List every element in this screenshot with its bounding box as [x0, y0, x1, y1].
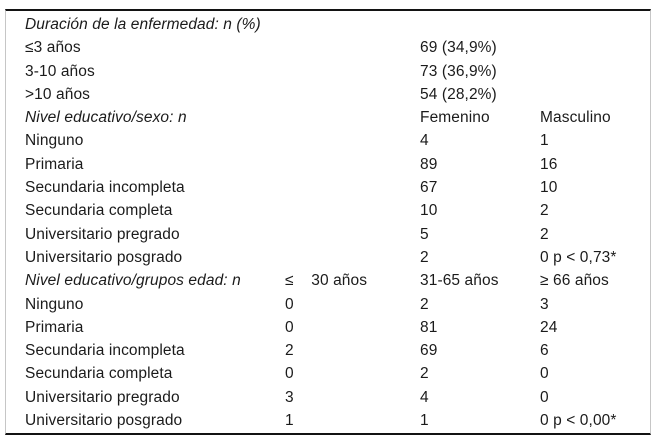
table-row: Universitario pregrado 3 4 0 — [6, 386, 650, 409]
value-cell: 24 — [540, 318, 558, 336]
value-cell: 10 — [420, 202, 438, 220]
value-cell: 69 — [420, 342, 438, 360]
row-label: Universitario posgrado — [25, 248, 183, 266]
value-cell: 10 — [540, 179, 558, 197]
value-cell: 2 — [420, 248, 429, 266]
value-cell: 69 (34,9%) — [420, 39, 497, 57]
value-cell: 1 — [540, 132, 549, 150]
table-row: Secundaria completa 0 2 0 — [6, 362, 650, 385]
value-cell: 0 — [540, 388, 549, 406]
section-header-row: Nivel educativo/grupos edad: n ≤ 30 años… — [6, 269, 650, 292]
table-row: Ninguno 0 2 3 — [6, 293, 650, 316]
section-header-row: Duración de la enfermedad: n (%) — [6, 13, 650, 36]
value-cell: 0 — [285, 365, 294, 383]
section-title: Duración de la enfermedad: n (%) — [25, 16, 261, 33]
table-row: Primaria 0 81 24 — [6, 316, 650, 339]
row-label: Universitario posgrado — [25, 412, 183, 430]
column-header: ≤ 30 años — [285, 272, 368, 290]
value-cell: 54 (28,2%) — [420, 85, 497, 103]
value-cell: 73 (36,9%) — [420, 62, 497, 80]
value-cell: 0 p < 0,73* — [540, 248, 617, 266]
column-header: 31-65 años — [420, 272, 499, 290]
table-row: >10 años 54 (28,2%) — [6, 83, 650, 106]
value-cell: 81 — [420, 318, 438, 336]
value-cell: 16 — [540, 155, 558, 173]
section-header-row: Nivel educativo/sexo: n Femenino Masculi… — [6, 106, 650, 129]
row-label: 3-10 años — [25, 62, 95, 80]
value-cell: 89 — [420, 155, 438, 173]
table-row: 3-10 años 73 (36,9%) — [6, 60, 650, 83]
value-cell: 0 — [285, 295, 294, 313]
table-row: Universitario pregrado 5 2 — [6, 223, 650, 246]
table-row: ≤3 años 69 (34,9%) — [6, 36, 650, 59]
value-cell: 67 — [420, 179, 438, 197]
row-label: Primaria — [25, 155, 84, 173]
statistics-table: Duración de la enfermedad: n (%) ≤3 años… — [5, 9, 651, 436]
table-row: Ninguno 4 1 — [6, 129, 650, 152]
row-label: Universitario pregrado — [25, 388, 180, 406]
value-cell: 5 — [420, 225, 429, 243]
row-label: Primaria — [25, 318, 84, 336]
table-row: Primaria 89 16 — [6, 153, 650, 176]
table-row: Secundaria incompleta 67 10 — [6, 176, 650, 199]
column-header: ≥ 66 años — [540, 272, 609, 290]
row-label: Secundaria completa — [25, 202, 173, 220]
value-cell: 2 — [420, 295, 429, 313]
value-cell: 3 — [285, 388, 294, 406]
value-cell: 2 — [540, 202, 549, 220]
row-label: Universitario pregrado — [25, 225, 180, 243]
value-cell: 0 p < 0,00* — [540, 412, 617, 430]
value-cell: 4 — [420, 388, 429, 406]
row-label: Secundaria incompleta — [25, 342, 185, 360]
row-label: Secundaria completa — [25, 365, 173, 383]
value-cell: 0 — [540, 365, 549, 383]
value-cell: 1 — [420, 412, 429, 430]
table-row: Secundaria incompleta 2 69 6 — [6, 339, 650, 362]
value-cell: 4 — [420, 132, 429, 150]
table-row: Universitario posgrado 1 1 0 p < 0,00* — [6, 409, 650, 432]
value-cell: 0 — [285, 318, 294, 336]
section-title: Nivel educativo/sexo: n — [25, 109, 187, 127]
column-header: Femenino — [420, 109, 490, 127]
value-cell: 2 — [540, 225, 549, 243]
row-label: >10 años — [25, 85, 91, 103]
value-cell: 2 — [420, 365, 429, 383]
value-cell: 6 — [540, 342, 549, 360]
column-header: Masculino — [540, 109, 611, 127]
row-label: ≤3 años — [25, 39, 81, 57]
table-row: Universitario posgrado 2 0 p < 0,73* — [6, 246, 650, 269]
value-cell: 2 — [285, 342, 294, 360]
row-label: Secundaria incompleta — [25, 179, 185, 197]
value-cell: 1 — [285, 412, 294, 430]
section-title: Nivel educativo/grupos edad: n — [25, 272, 241, 290]
table-row: Secundaria completa 10 2 — [6, 199, 650, 222]
row-label: Ninguno — [25, 295, 84, 313]
row-label: Ninguno — [25, 132, 84, 150]
value-cell: 3 — [540, 295, 549, 313]
